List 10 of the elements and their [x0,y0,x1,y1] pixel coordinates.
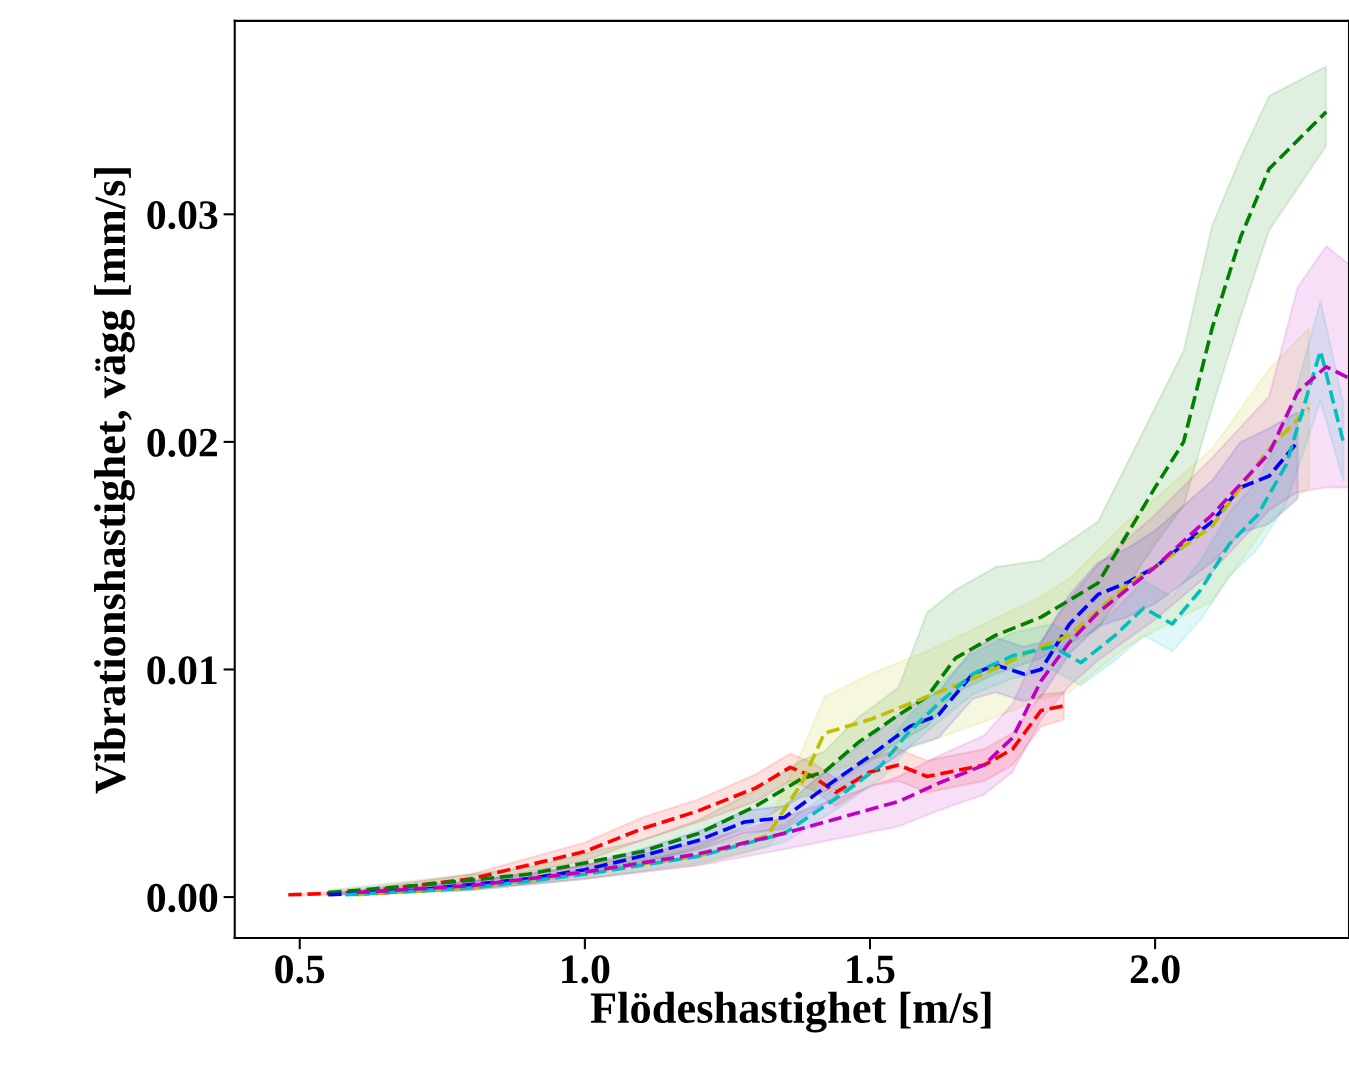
y-axis-title: Vibrationshastighet, vägg [mm/s] [94,168,135,794]
x-tick-label: 1.0 [562,955,610,984]
y-tick-label: 0.03 [147,201,218,230]
x-tick-label: 2.0 [1130,955,1180,984]
y-tick-label: 0.02 [147,428,217,457]
y-tick-label: 0.01 [147,656,217,685]
y-tick-label: 0.00 [147,883,218,913]
x-tick-label: 0.5 [275,955,325,984]
x-tick-label: 1.5 [847,955,895,984]
x-axis-title: Flödeshastighet [m/s] [590,991,991,1033]
